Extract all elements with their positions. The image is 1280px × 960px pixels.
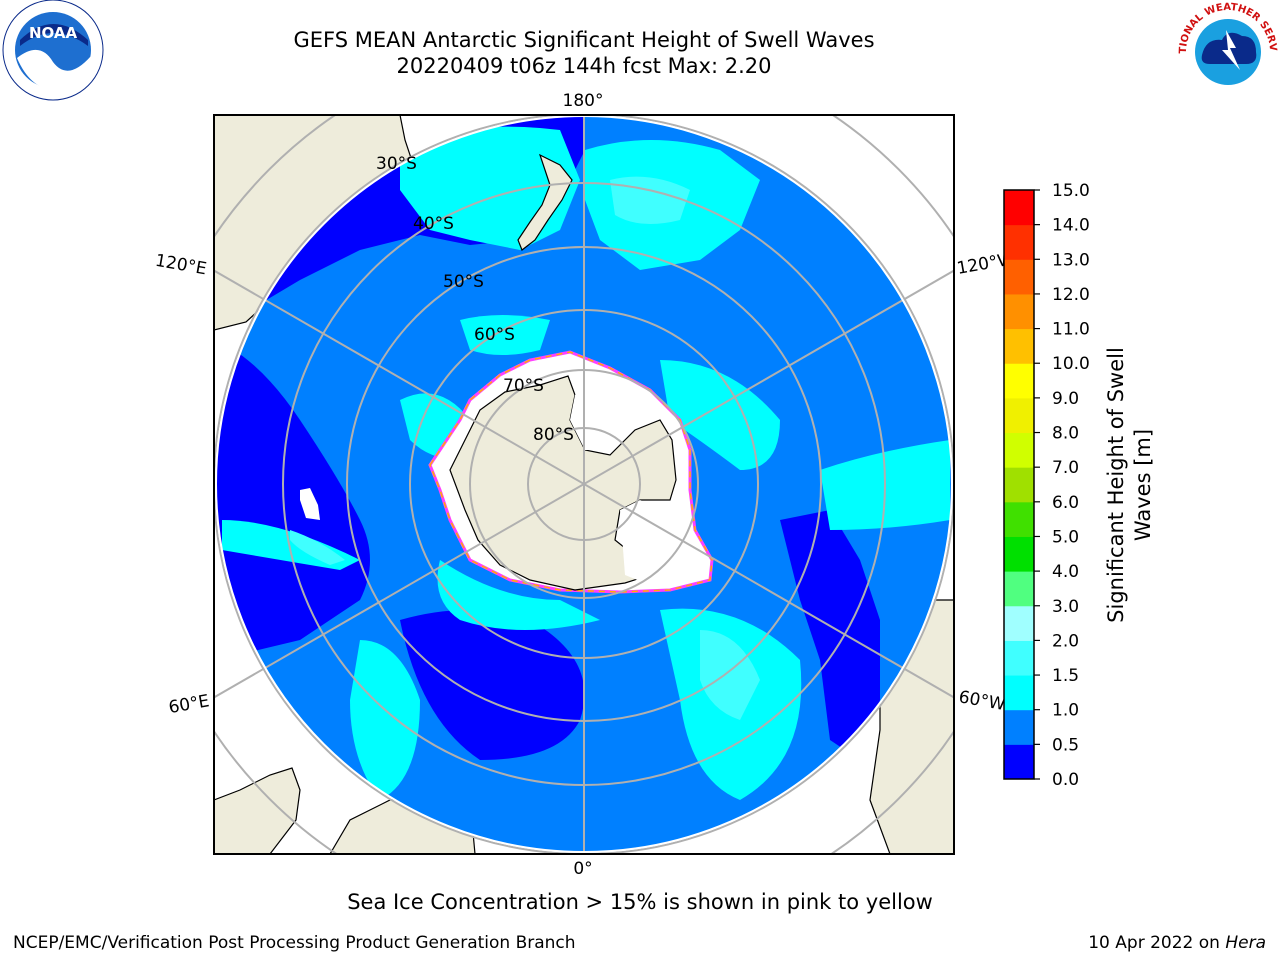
colorbar-tick-label: 12.0 <box>1052 285 1090 305</box>
colorbar-tick-label: 13.0 <box>1052 250 1090 270</box>
colorbar-swatch <box>1004 397 1034 434</box>
lat-label-60: 60°S <box>474 325 515 345</box>
footer-credit: NCEP/EMC/Verification Post Processing Pr… <box>13 933 576 953</box>
colorbar-tick-label: 6.0 <box>1052 493 1079 513</box>
colorbar-tick-label: 0.5 <box>1052 735 1079 755</box>
colorbar-swatch <box>1004 259 1034 295</box>
colorbar-swatch <box>1004 675 1034 711</box>
noaa-logo: NOAA <box>2 0 104 101</box>
colorbar-swatch <box>1004 190 1034 226</box>
footer-date: 10 Apr 2022 on Hera <box>1088 933 1266 953</box>
colorbar-swatch <box>1004 293 1034 330</box>
lon-label-upper-left: 120°E <box>154 251 208 280</box>
colorbar-tick-label: 2.0 <box>1052 631 1079 651</box>
noaa-logo-text: NOAA <box>29 24 78 42</box>
colorbar-tick-label: 7.0 <box>1052 458 1079 478</box>
colorbar-label-line2: Waves [m] <box>1131 429 1155 541</box>
colorbar-swatch <box>1004 467 1034 503</box>
colorbar-swatch <box>1004 744 1034 780</box>
colorbar-tick-label: 10.0 <box>1052 354 1090 374</box>
africa-land <box>214 767 301 854</box>
colorbar-tick-label: 3.0 <box>1052 597 1079 617</box>
colorbar-tick-label: 0.0 <box>1052 770 1079 790</box>
colorbar-swatch <box>1004 605 1034 641</box>
lat-label-80: 80°S <box>533 425 574 445</box>
colorbar-swatch <box>1004 501 1034 537</box>
colorbar-swatch <box>1004 432 1034 468</box>
colorbar-swatch <box>1004 571 1034 607</box>
colorbar-tick-label: 11.0 <box>1052 320 1090 340</box>
colorbar-swatch <box>1004 709 1034 745</box>
colorbar-tick-label: 5.0 <box>1052 527 1079 547</box>
nws-logo: NATIONAL WEATHER SERVICE <box>1176 0 1278 102</box>
map-subtitle: 20220409 t06z 144h fcst Max: 2.20 <box>396 54 772 78</box>
colorbar-tick-label: 9.0 <box>1052 389 1079 409</box>
footer-date-text: 10 Apr 2022 on <box>1088 933 1226 953</box>
colorbar-tick-label: 1.5 <box>1052 666 1079 686</box>
footer-host: Hera <box>1225 933 1266 953</box>
antarctica-land <box>449 375 677 591</box>
lat-label-30: 30°S <box>376 154 417 174</box>
colorbar-tick-label: 1.0 <box>1052 701 1079 721</box>
colorbar-swatch <box>1004 640 1034 676</box>
lat-label-70: 70°S <box>503 376 544 396</box>
sea-ice-note: Sea Ice Concentration > 15% is shown in … <box>347 890 933 914</box>
colorbar-swatch <box>1004 363 1034 399</box>
colorbar-swatch <box>1004 224 1034 260</box>
colorbar-frame <box>1003 189 1035 780</box>
new-zealand-land <box>517 153 573 251</box>
colorbar-tick-label: 8.0 <box>1052 424 1079 444</box>
colorbar-tick-label: 15.0 <box>1052 181 1090 201</box>
lon-label-lower-left: 60°E <box>167 691 211 718</box>
map-title: GEFS MEAN Antarctic Significant Height o… <box>293 28 875 52</box>
colorbar-swatch <box>1004 536 1034 572</box>
lat-label-50: 50°S <box>443 272 484 292</box>
map-frame <box>213 114 955 855</box>
lat-label-40: 40°S <box>413 214 454 234</box>
colorbar-swatch <box>1004 328 1034 364</box>
lon-label-lower-right: 60°W <box>957 687 1007 715</box>
lon-label-bottom: 0° <box>573 859 592 879</box>
colorbar-tick-label: 4.0 <box>1052 562 1079 582</box>
lon-label-top: 180° <box>563 91 604 111</box>
colorbar-label-line1: Significant Height of Swell <box>1104 347 1128 623</box>
colorbar-tick-label: 14.0 <box>1052 216 1090 236</box>
colorbar: 0.0 0.5 1.0 1.5 2.0 3.0 4.0 5.0 6.0 7.0 8.0 9.0 10.0… <box>1003 181 1090 790</box>
